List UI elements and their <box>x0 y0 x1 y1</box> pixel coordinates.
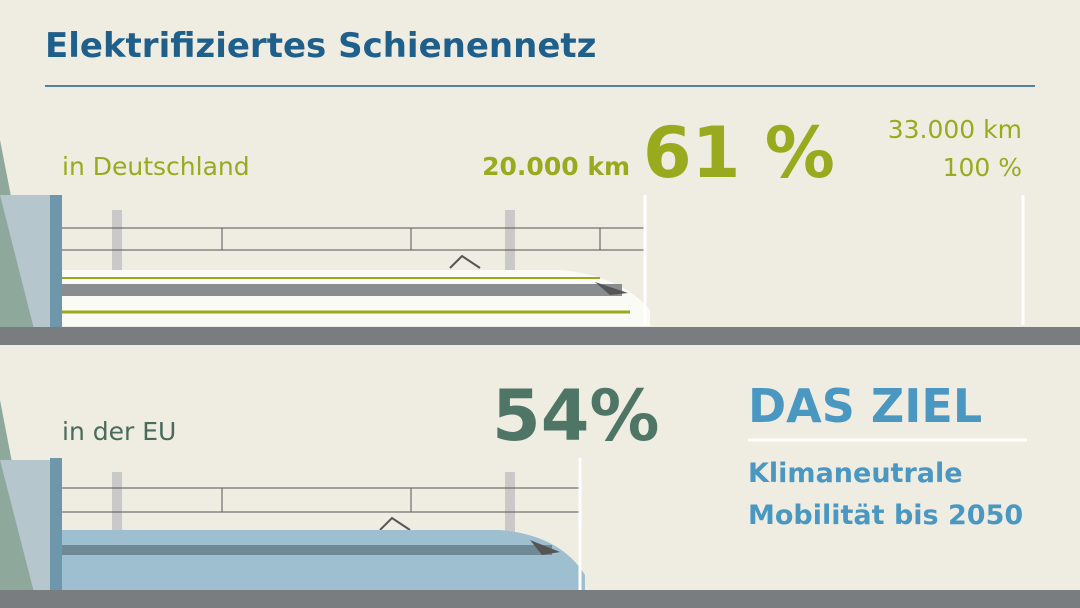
train <box>62 530 585 590</box>
post <box>50 195 62 345</box>
total-percent: 100 % <box>943 153 1022 182</box>
tunnel <box>0 195 50 345</box>
section-germany: in Deutschland 20.000 km 61 % 33.000 km … <box>0 112 1080 345</box>
percent: 54% <box>492 375 660 457</box>
percent: 61 % <box>643 112 835 194</box>
goal-heading: DAS ZIEL <box>748 379 982 433</box>
pantograph <box>379 516 411 531</box>
section-eu: in der EU 54% DAS ZIEL Klimaneutrale Mob… <box>0 375 1080 608</box>
train-window <box>530 540 560 555</box>
mast <box>112 472 122 532</box>
train-window <box>595 282 628 295</box>
goal-line: Mobilität bis 2050 <box>748 500 1023 531</box>
goal-line: Klimaneutrale <box>748 458 963 489</box>
train-stripe <box>62 545 552 555</box>
pantograph <box>449 254 481 269</box>
ground <box>0 590 1080 608</box>
label: in Deutschland <box>62 152 250 181</box>
post <box>50 458 62 608</box>
tunnel <box>0 460 50 608</box>
train-stripe <box>62 284 622 296</box>
mast <box>505 472 515 532</box>
title: Elektrifiziertes Schienennetz <box>45 26 596 66</box>
km: 20.000 km <box>482 152 630 181</box>
total-km: 33.000 km <box>888 115 1022 144</box>
ground <box>0 327 1080 345</box>
mast <box>112 210 122 270</box>
label: in der EU <box>62 417 176 446</box>
mast <box>505 210 515 270</box>
